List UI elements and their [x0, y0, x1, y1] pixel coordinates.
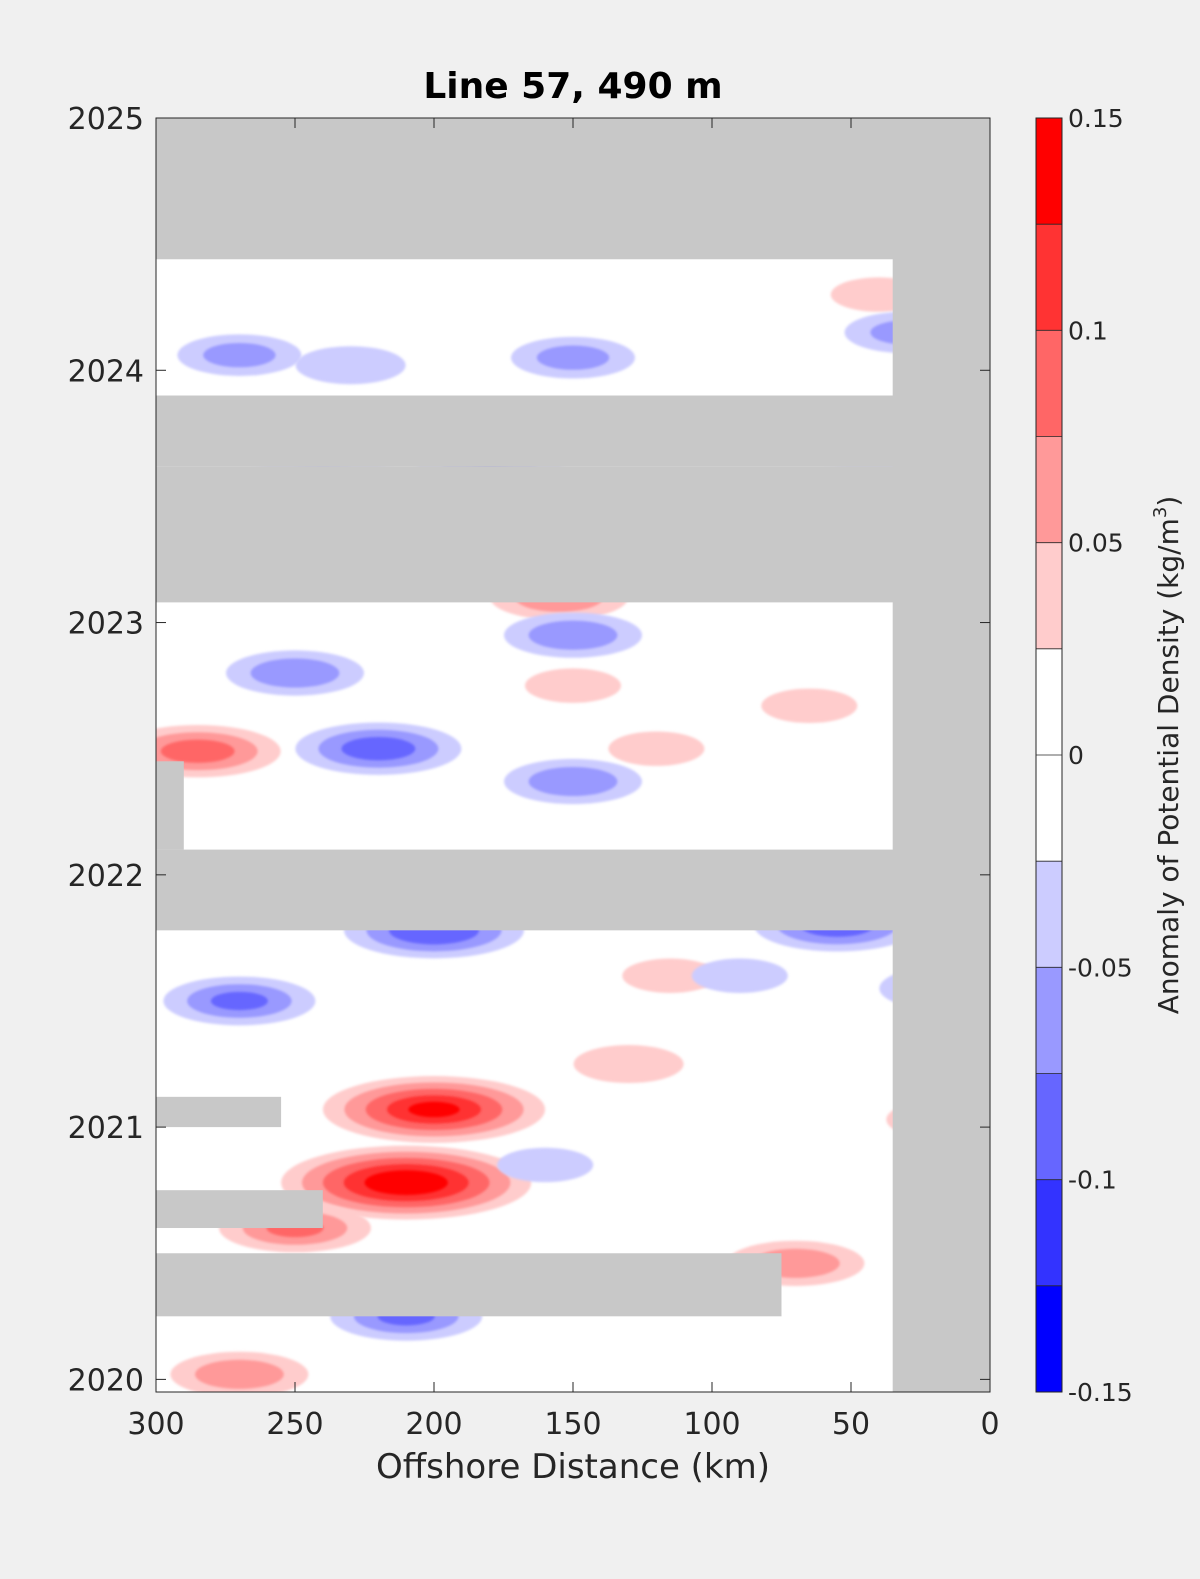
colorbar-band-4	[1036, 861, 1062, 968]
colorbar-band-8	[1036, 436, 1062, 543]
colorbar-tick-label-1: 0.1	[1068, 316, 1108, 345]
anomaly-23	[163, 976, 316, 1026]
anomaly-9	[622, 958, 719, 993]
y-tick-label-2024: 2024	[68, 354, 144, 389]
colorbar-band-0	[1036, 1285, 1062, 1392]
anomaly-32	[691, 958, 788, 993]
y-axis: 2020 2021 2022 2023 2024 2025	[68, 102, 990, 1398]
anomaly-2	[156, 725, 281, 778]
anomaly-31	[497, 1147, 594, 1183]
colorbar-band-10	[1036, 224, 1062, 331]
anomaly-12-level-0	[608, 731, 705, 766]
anomaly-4	[170, 1351, 309, 1392]
x-tick-label-250: 250	[266, 1407, 323, 1442]
x-tick-label-50: 50	[832, 1407, 870, 1442]
missing-band-2	[156, 466, 990, 603]
anomaly-8	[573, 1045, 684, 1084]
anomaly-10	[525, 668, 621, 703]
colorbar-band-7	[1036, 542, 1062, 649]
x-tick-label-200: 200	[405, 1407, 462, 1442]
colorbar-label-close: )	[1152, 496, 1185, 507]
y-tick-label-2025: 2025	[68, 102, 144, 137]
missing-band-1	[156, 395, 990, 467]
anomaly-11	[761, 688, 858, 724]
y-tick-label-2022: 2022	[68, 859, 144, 894]
anomaly-29	[177, 334, 302, 376]
anomaly-19-level-1	[528, 620, 618, 650]
anomaly-10-level-0	[525, 668, 621, 703]
x-tick-label-0: 0	[980, 1407, 999, 1442]
anomaly-12	[608, 731, 705, 766]
anomaly-32-level-0	[691, 958, 788, 993]
missing-band-5	[156, 1190, 323, 1229]
colorbar-tick-label-2: 0.05	[1068, 529, 1124, 558]
colorbar-band-11	[1036, 118, 1062, 225]
anomaly-15-level-0	[295, 346, 406, 385]
colorbar-label-superscript: 3	[1150, 507, 1171, 518]
anomaly-21-level-2	[341, 737, 416, 761]
x-tick-label-100: 100	[683, 1407, 740, 1442]
x-axis: 300 250 200 150 100 50 0	[127, 118, 1000, 1442]
anomaly-2-level-2	[160, 739, 235, 763]
anomaly-0	[281, 1145, 532, 1220]
anomaly-4-level-1	[195, 1359, 284, 1389]
colorbar-band-2	[1036, 1073, 1062, 1180]
missing-band-3	[156, 849, 990, 931]
anomaly-28-level-1	[536, 345, 610, 370]
anomaly-8-level-0	[573, 1045, 684, 1084]
y-tick-label-2021: 2021	[68, 1111, 144, 1146]
colorbar-band-6	[1036, 648, 1062, 755]
anomaly-1-level-4	[408, 1101, 460, 1118]
colorbar-band-3	[1036, 967, 1062, 1074]
chart-title: Line 57, 490 m	[423, 66, 722, 107]
anomaly-23-level-2	[210, 991, 268, 1011]
anomaly-22	[504, 758, 642, 805]
anomaly-31-level-0	[497, 1147, 594, 1183]
missing-band-0	[156, 118, 990, 260]
colorbar: 0.15 0.1 0.05 0 -0.05 -0.1 -0.15	[1035, 104, 1133, 1407]
anomaly-29-level-1	[203, 343, 276, 368]
x-tick-label-150: 150	[544, 1407, 601, 1442]
anomaly-20	[226, 650, 364, 696]
anomaly-0-level-4	[364, 1170, 448, 1195]
colorbar-band-9	[1036, 330, 1062, 437]
colorbar-tick-label-3: 0	[1068, 741, 1084, 770]
colorbar-band-5	[1036, 755, 1062, 862]
colorbar-label: Anomaly of Potential Density (kg/m3)	[1150, 496, 1185, 1015]
colorbar-label-main: Anomaly of Potential Density (kg/m	[1152, 518, 1185, 1014]
anomaly-15	[295, 346, 406, 385]
anomaly-20-level-1	[250, 658, 340, 688]
anomaly-21	[295, 722, 462, 775]
colorbar-band-1	[1036, 1179, 1062, 1286]
colorbar-tick-label-0: 0.15	[1068, 104, 1124, 133]
x-axis-label: Offshore Distance (km)	[376, 1447, 770, 1487]
missing-band-6	[156, 1096, 282, 1128]
missing-band-7	[156, 761, 184, 850]
anomaly-19	[504, 612, 642, 658]
anomaly-9-level-0	[622, 958, 719, 993]
colorbar-tick-label-6: -0.15	[1068, 1378, 1133, 1407]
missing-band-8	[892, 118, 990, 1392]
missing-data-layer	[156, 118, 990, 1392]
colorbar-tick-label-5: -0.1	[1068, 1166, 1117, 1195]
anomaly-1	[323, 1076, 545, 1143]
anomaly-22-level-1	[528, 766, 618, 797]
anomaly-11-level-0	[761, 688, 858, 724]
anomaly-28	[511, 336, 635, 379]
y-tick-label-2020: 2020	[68, 1363, 144, 1398]
y-tick-label-2023: 2023	[68, 607, 144, 642]
x-tick-label-300: 300	[127, 1407, 184, 1442]
missing-band-4	[156, 1253, 782, 1317]
colorbar-tick-label-4: -0.05	[1068, 953, 1133, 982]
